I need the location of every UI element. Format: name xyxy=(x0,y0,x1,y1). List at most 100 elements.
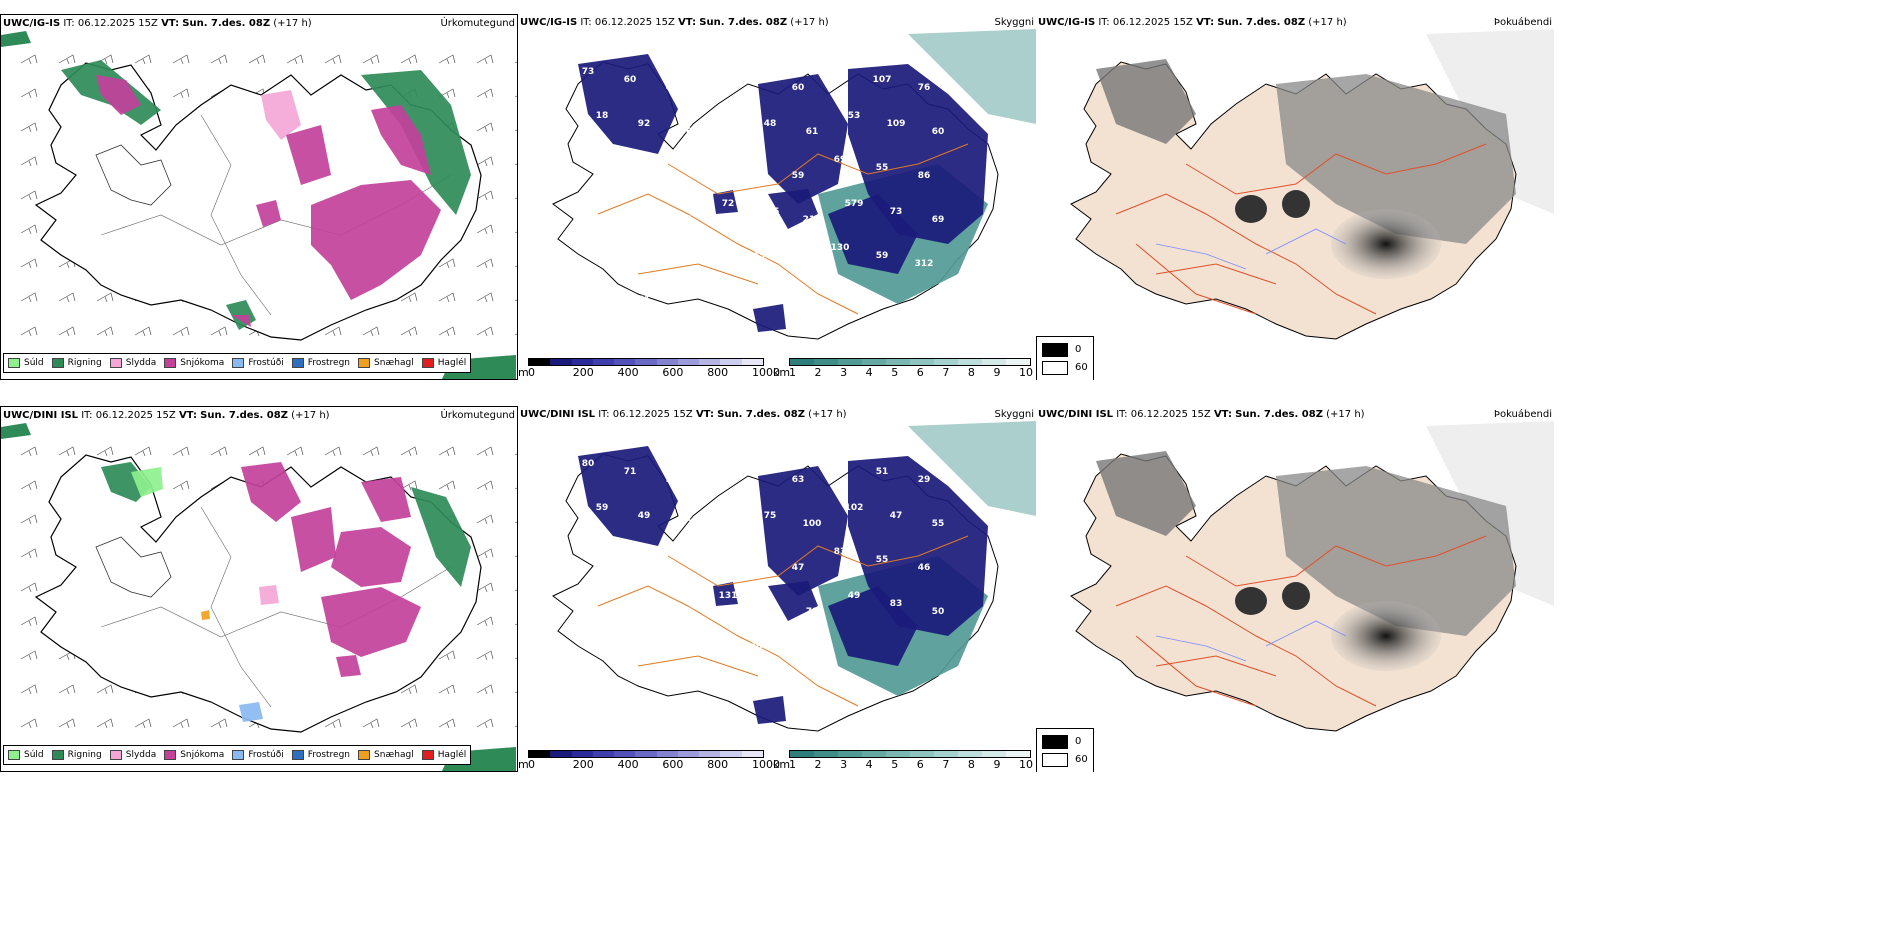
legend-swatch xyxy=(358,358,371,368)
colorbar-bin xyxy=(635,359,657,365)
precip-map-panel-igis: UWC/IG-IS IT: 06.12.2025 15Z VT: Sun. 7.… xyxy=(0,14,518,380)
legend-item: Slydda xyxy=(109,750,157,760)
ceiling-value: 59 xyxy=(876,251,889,261)
colorbar-tick: 3 xyxy=(840,758,848,771)
legend-item: Rigning xyxy=(51,750,102,760)
fog-legend-swatch xyxy=(1042,361,1068,375)
ceiling-value: 69 xyxy=(932,215,945,225)
ceiling-value: 57 xyxy=(680,519,693,529)
panel-title: UWC/IG-IS IT: 06.12.2025 15Z VT: Sun. 7.… xyxy=(3,18,312,29)
legend-label: Snæhagl xyxy=(374,358,414,368)
legend-swatch xyxy=(421,750,434,760)
ceiling-area xyxy=(753,304,786,332)
ceiling-area xyxy=(828,194,918,274)
precip-map-panel-dini: UWC/DINI ISL IT: 06.12.2025 15Z VT: Sun.… xyxy=(0,406,518,772)
ceiling-value: 130 xyxy=(831,243,850,253)
fog-legend: 0 60 xyxy=(1036,728,1094,772)
ceiling-value: 71 xyxy=(624,467,637,477)
fog-legend-label: 60 xyxy=(1075,362,1088,373)
fog-map-panel-igis: UWC/IG-IS IT: 06.12.2025 15Z VT: Sun. 7.… xyxy=(1036,14,1554,380)
ceiling-colorbar: m 0 200 400 600 800 1000 xyxy=(518,356,780,380)
visibility-ceiling-map: 73 60 49 47 56 60 68 107 76 18 92 56 50 48 61 53 109 60 48… xyxy=(552,29,1036,340)
ceiling-area xyxy=(713,190,738,214)
legend-item: Frostúði xyxy=(232,750,284,760)
visibility-colorbar: km 1 2 3 4 5 6 7 8 9 10 xyxy=(773,356,1035,380)
colorbar-bin xyxy=(958,359,982,365)
colorbar-bin xyxy=(886,751,910,757)
ceiling-value: 579 xyxy=(845,199,864,209)
legend-label: Slydda xyxy=(125,358,157,368)
ceiling-value: 73 xyxy=(890,207,903,217)
legend-label: Súld xyxy=(24,750,44,760)
visibility-map-panel-dini: UWC/DINI ISL IT: 06.12.2025 15Z VT: Sun.… xyxy=(518,406,1036,772)
colorbar-bin xyxy=(910,359,934,365)
panel-title: UWC/IG-IS IT: 06.12.2025 15Z VT: Sun. 7.… xyxy=(520,17,829,28)
colorbar-bin xyxy=(529,359,551,365)
colorbar-bin xyxy=(862,359,886,365)
legend-item: Snjókoma xyxy=(164,358,224,368)
fog-title: Þokuábendi xyxy=(1493,17,1552,28)
precip-area xyxy=(321,587,421,657)
ceiling-value: 76 xyxy=(918,83,931,93)
legend-label: Súld xyxy=(24,358,44,368)
precip-area xyxy=(241,462,301,522)
precip-type-map xyxy=(1,423,517,771)
legend-item: Snæhagl xyxy=(358,750,414,760)
colorbar-tick: 4 xyxy=(865,366,873,379)
precip-area xyxy=(411,487,471,587)
colorbar-bin xyxy=(886,359,910,365)
ceiling-value: 64 xyxy=(708,243,721,253)
visibility-ceiling-map: 80 71 36 52 54 63 59 51 29 59 49 57 87 75 100 102 47 55 76… xyxy=(552,421,1036,732)
colorbar-tick: 9 xyxy=(993,366,1001,379)
colorbar-bin xyxy=(790,751,814,757)
legend-label: Slydda xyxy=(125,750,157,760)
colorbar-tick: 2 xyxy=(814,758,822,771)
ceiling-value: 86 xyxy=(918,171,931,181)
colorbar-bin xyxy=(1006,359,1030,365)
ceiling-value: 45 xyxy=(666,651,679,661)
legend-swatch xyxy=(421,358,434,368)
precip-type-legend: Súld Rigning Slydda Snjókoma Frostúði Frostre… xyxy=(3,745,472,765)
ceiling-value: 51 xyxy=(876,467,889,477)
precip-type-title: Úrkomutegund xyxy=(440,410,515,421)
ceiling-value: 49 xyxy=(638,511,651,521)
ceiling-value: 63 xyxy=(624,643,637,653)
colorbar-unit: m xyxy=(518,366,529,379)
ceiling-value: 107 xyxy=(873,75,892,85)
legend-label: Snjókoma xyxy=(180,750,225,760)
precip-area xyxy=(311,180,441,300)
ceiling-value: 54 xyxy=(666,259,679,269)
ceiling-value: 52 xyxy=(708,459,721,469)
panel-title: UWC/DINI ISL IT: 06.12.2025 15Z VT: Sun.… xyxy=(3,410,330,421)
ceiling-value: 131 xyxy=(719,591,738,601)
colorbar-tick: 400 xyxy=(617,758,639,771)
ceiling-value: 61 xyxy=(806,127,819,137)
legend-swatch xyxy=(109,750,122,760)
precip-area xyxy=(371,105,431,175)
colorbar-bin xyxy=(720,751,742,757)
ceiling-value: 54 xyxy=(750,467,763,477)
ceiling-value: 55 xyxy=(932,519,945,529)
colorbar-bin xyxy=(614,751,636,757)
legend-item: Snæhagl xyxy=(358,358,414,368)
legend-item: Frostúði xyxy=(232,358,284,368)
ceiling-value: 61 xyxy=(638,295,651,305)
colorbar-tick: 0 xyxy=(528,758,535,771)
legend-swatch xyxy=(8,358,20,368)
legend-label: Haglél xyxy=(437,358,467,368)
ceiling-value: 30 xyxy=(750,643,763,653)
colorbar-bin xyxy=(677,359,700,365)
colorbar-tick: 400 xyxy=(617,366,639,379)
legend-label: Rigning xyxy=(67,358,102,368)
ceiling-value: 55 xyxy=(876,163,889,173)
colorbar-tick: 600 xyxy=(662,366,684,379)
colorbar-tick: 8 xyxy=(967,758,975,771)
ceiling-value: 65 xyxy=(666,171,679,181)
colorbar-bin xyxy=(614,359,636,365)
panel-title: UWC/DINI ISL IT: 06.12.2025 15Z VT: Sun.… xyxy=(520,409,847,420)
legend-swatch xyxy=(232,750,245,760)
legend-label: Snjókoma xyxy=(180,358,225,368)
fog-legend-swatch xyxy=(1042,735,1068,749)
ceiling-area xyxy=(758,466,848,596)
fog-legend-swatch xyxy=(1042,343,1068,357)
